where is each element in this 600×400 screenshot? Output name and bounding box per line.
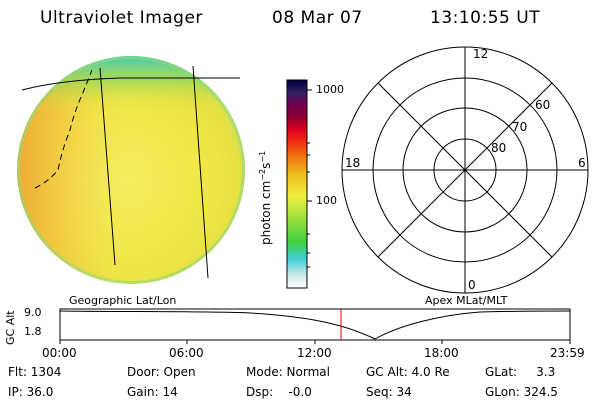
colorbar-tick-100: 100 bbox=[316, 194, 337, 207]
apex-label: Apex MLat/MLT bbox=[425, 294, 508, 307]
colorbar-unit-label: photon cm−2s−1 bbox=[258, 150, 273, 245]
status-glon: GLon: 324.5 bbox=[485, 385, 558, 399]
altitude-plot bbox=[59, 308, 571, 344]
status-flt: Flt: 1304 bbox=[8, 365, 62, 379]
status-dsp: Dsp: -0.0 bbox=[246, 385, 312, 399]
status-mode: Mode: Normal bbox=[246, 365, 330, 379]
altitude-xtick-2359: 23:59 bbox=[550, 346, 585, 360]
polar-mlt-grid bbox=[341, 46, 589, 294]
altitude-xtick-1800: 18:00 bbox=[424, 346, 459, 360]
mlt-label-18: 18 bbox=[345, 156, 361, 170]
instrument-title: Ultraviolet Imager bbox=[40, 8, 203, 28]
altitude-ylabel: GC Alt bbox=[4, 310, 17, 345]
lat-label-70: 70 bbox=[512, 120, 528, 134]
altitude-ytick-1.8: 1.8 bbox=[24, 325, 42, 338]
mlt-label-6: 6 bbox=[578, 156, 586, 170]
mlt-label-12: 12 bbox=[473, 47, 489, 61]
date-label: 08 Mar 07 bbox=[272, 8, 363, 28]
colorbar-tick-1000: 1000 bbox=[316, 83, 344, 96]
status-seq: Seq: 34 bbox=[366, 385, 412, 399]
time-label: 13:10:55 UT bbox=[430, 8, 541, 28]
geographic-label: Geographic Lat/Lon bbox=[69, 294, 177, 307]
altitude-ytick-9: 9.0 bbox=[24, 306, 42, 319]
altitude-xtick-0600: 06:00 bbox=[169, 346, 204, 360]
altitude-xtick-1200: 12:00 bbox=[297, 346, 332, 360]
status-door: Door: Open bbox=[127, 365, 196, 379]
altitude-xtick-0000: 00:00 bbox=[42, 346, 77, 360]
status-glat: GLat: 3.3 bbox=[485, 365, 556, 379]
lat-label-80: 80 bbox=[491, 141, 507, 155]
status-ip: IP: 36.0 bbox=[8, 385, 54, 399]
uv-earth-image bbox=[17, 56, 245, 284]
colorbar bbox=[286, 79, 312, 289]
mlt-label-0: 0 bbox=[468, 278, 476, 292]
status-gain: Gain: 14 bbox=[127, 385, 178, 399]
status-gc-alt: GC Alt: 4.0 Re bbox=[366, 365, 450, 379]
lat-label-60: 60 bbox=[535, 98, 551, 112]
